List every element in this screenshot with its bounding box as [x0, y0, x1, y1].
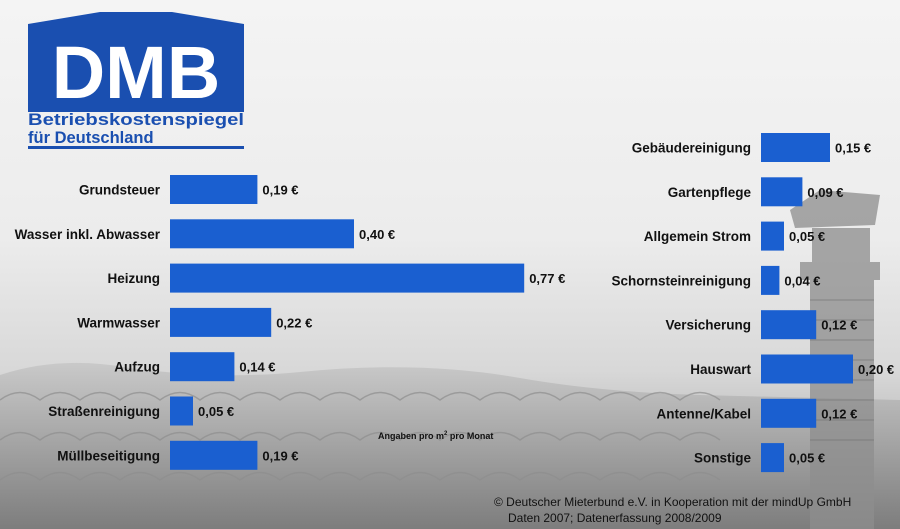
data-source-line: Daten 2007; Datenerfassung 2008/2009	[508, 511, 722, 525]
value-label: 0,15 €	[835, 141, 871, 156]
category-label: Sonstige	[694, 451, 751, 466]
category-label: Heizung	[108, 271, 161, 286]
value-label: 0,19 €	[262, 183, 298, 198]
footer: © Deutscher Mieterbund e.V. in Kooperati…	[494, 494, 851, 526]
dmb-logo: DMB Betriebskostenspiegel für Deutschlan…	[28, 12, 244, 149]
bar	[761, 310, 817, 340]
category-label: Grundsteuer	[79, 183, 161, 198]
category-label: Hauswart	[690, 362, 751, 377]
category-label: Antenne/Kabel	[656, 406, 751, 421]
category-label: Wasser inkl. Abwasser	[15, 227, 161, 242]
bar	[170, 175, 258, 204]
logo-underline	[28, 146, 244, 149]
category-label: Aufzug	[114, 360, 160, 375]
value-label: 0,12 €	[821, 318, 857, 333]
value-label: 0,12 €	[821, 406, 857, 421]
unit-note-sup: 2	[444, 431, 448, 437]
bar	[170, 219, 354, 249]
bar	[170, 396, 193, 426]
value-label: 0,14 €	[239, 360, 275, 375]
unit-note-prefix: Angaben pro m	[378, 431, 445, 441]
category-label: Gartenpflege	[668, 185, 752, 200]
value-label: 0,40 €	[359, 227, 395, 242]
bar	[761, 133, 830, 162]
value-label: 0,05 €	[198, 404, 234, 419]
bar	[761, 177, 803, 207]
value-label: 0,05 €	[789, 451, 825, 466]
bar	[761, 354, 853, 384]
value-label: 0,19 €	[262, 448, 298, 463]
bar	[761, 398, 817, 428]
category-label: Müllbeseitigung	[57, 448, 160, 463]
value-label: 0,22 €	[276, 315, 312, 330]
value-label: 0,04 €	[784, 273, 820, 288]
bar	[170, 352, 235, 382]
category-label: Schornsteinreinigung	[611, 273, 751, 288]
value-label: 0,05 €	[789, 229, 825, 244]
category-label: Gebäudereinigung	[632, 141, 751, 156]
unit-note: Angaben pro m2 pro Monat	[378, 431, 493, 441]
category-label: Warmwasser	[77, 315, 161, 330]
logo-line-1: Betriebskostenspiegel	[28, 111, 244, 129]
logo-line-2: für Deutschland	[28, 129, 154, 147]
category-label: Allgemein Strom	[644, 229, 751, 244]
bar	[170, 307, 272, 337]
value-label: 0,09 €	[807, 185, 843, 200]
category-label: Straßenreinigung	[48, 404, 160, 419]
bar	[761, 443, 784, 473]
unit-note-suffix: pro Monat	[447, 431, 494, 441]
value-label: 0,20 €	[858, 362, 894, 377]
bar	[761, 265, 780, 295]
logo-dmb-text: DMB	[52, 31, 221, 114]
bar	[170, 263, 525, 293]
logo-house-shape	[28, 12, 244, 112]
copyright-line: © Deutscher Mieterbund e.V. in Kooperati…	[494, 495, 852, 509]
category-label: Versicherung	[665, 318, 751, 333]
bar	[761, 221, 784, 251]
bar	[170, 440, 258, 470]
value-label: 0,77 €	[529, 271, 565, 286]
